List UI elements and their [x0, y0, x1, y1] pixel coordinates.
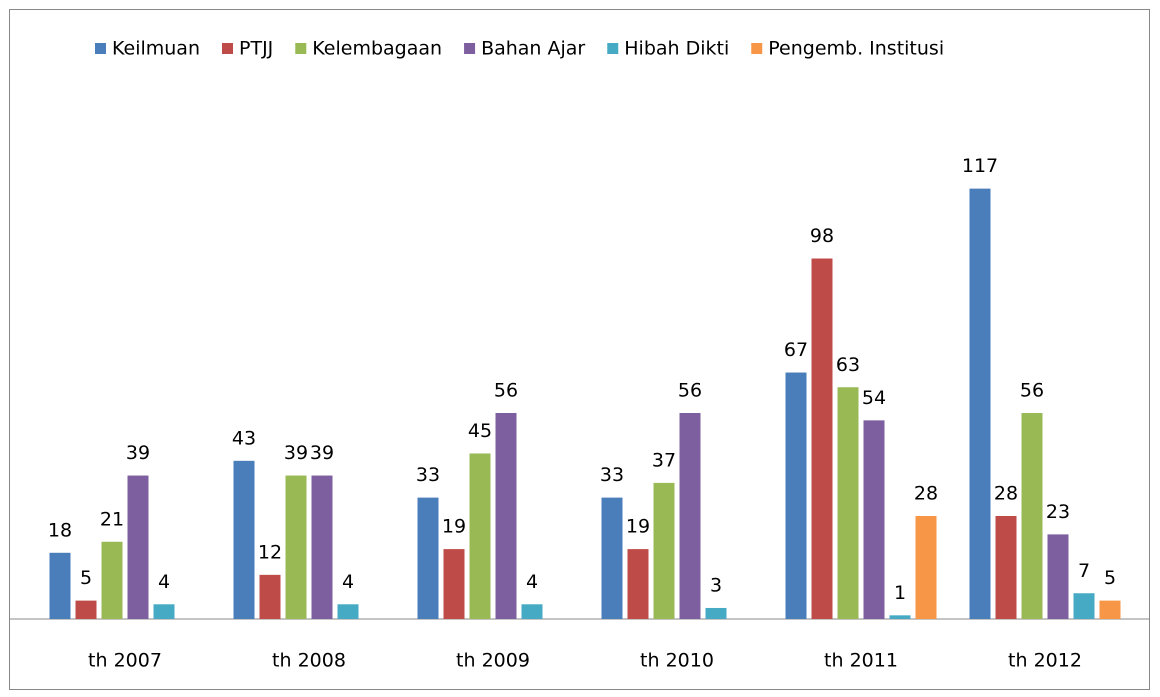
- legend-swatch: [95, 43, 106, 54]
- data-label: 43: [232, 427, 256, 449]
- bar: [1099, 600, 1121, 619]
- data-label: 18: [48, 519, 72, 541]
- data-label: 33: [416, 464, 440, 486]
- data-label: 3: [710, 574, 722, 596]
- data-label: 28: [994, 483, 1018, 505]
- data-label: 39: [310, 442, 334, 464]
- bar: [521, 604, 543, 619]
- x-tick-label: th 2010: [640, 650, 714, 672]
- bar: [837, 387, 859, 619]
- bar: [601, 497, 623, 619]
- bar: [495, 413, 517, 619]
- data-label: 19: [626, 516, 650, 538]
- bar: [785, 372, 807, 619]
- legend-swatch: [751, 43, 763, 54]
- bar: [443, 549, 465, 619]
- bar: [889, 615, 911, 619]
- bar: [153, 604, 175, 619]
- bar: [969, 188, 991, 619]
- bar: [285, 475, 307, 619]
- data-label: 39: [126, 442, 150, 464]
- data-label: 56: [1020, 380, 1044, 402]
- legend-label: Bahan Ajar: [481, 38, 585, 60]
- data-label: 56: [494, 380, 518, 402]
- data-label: 67: [784, 339, 808, 361]
- bar: [863, 420, 885, 619]
- bar: [1047, 534, 1069, 619]
- bar: [995, 516, 1017, 619]
- data-label: 37: [652, 449, 676, 471]
- legend-swatch: [607, 43, 619, 54]
- x-tick-label: th 2007: [88, 650, 162, 672]
- legend-label: PTJJ: [239, 38, 273, 60]
- chart-frame: [9, 9, 1150, 690]
- bar: [915, 516, 937, 619]
- data-label: 23: [1046, 501, 1070, 523]
- bar: [311, 475, 333, 619]
- bar: [1073, 593, 1095, 619]
- data-label: 1: [894, 582, 906, 604]
- legend-swatch: [222, 43, 233, 54]
- data-label: 28: [914, 483, 938, 505]
- data-label: 21: [100, 508, 124, 530]
- data-label: 4: [158, 571, 170, 593]
- x-tick-label: th 2011: [824, 650, 898, 672]
- legend-label: Pengemb. Institusi: [768, 38, 944, 60]
- data-label: 39: [284, 442, 308, 464]
- bar: [705, 607, 727, 619]
- legend-swatch: [464, 43, 476, 54]
- x-tick-label: th 2008: [272, 650, 346, 672]
- data-label: 45: [468, 420, 492, 442]
- bar: [1021, 413, 1043, 619]
- data-label: 54: [862, 387, 886, 409]
- legend-label: Kelembagaan: [312, 38, 442, 60]
- data-label: 4: [526, 571, 538, 593]
- bar: [811, 258, 833, 619]
- data-label: 7: [1078, 560, 1090, 582]
- legend-swatch: [295, 43, 307, 54]
- data-label: 117: [962, 155, 998, 177]
- bar: [101, 541, 123, 619]
- bar: [653, 482, 675, 619]
- bar: [259, 574, 281, 619]
- data-label: 4: [342, 571, 354, 593]
- data-label: 12: [258, 541, 282, 563]
- data-label: 5: [1104, 567, 1116, 589]
- x-tick-label: th 2009: [456, 650, 530, 672]
- bar: [127, 475, 149, 619]
- data-label: 19: [442, 516, 466, 538]
- data-label: 56: [678, 380, 702, 402]
- data-label: 98: [810, 225, 834, 247]
- data-label: 63: [836, 354, 860, 376]
- bar: [627, 549, 649, 619]
- x-tick-label: th 2012: [1008, 650, 1082, 672]
- bar: [469, 453, 491, 619]
- bar: [679, 413, 701, 619]
- legend-label: Hibah Dikti: [624, 38, 729, 60]
- bar: [337, 604, 359, 619]
- data-label: 33: [600, 464, 624, 486]
- bar: [49, 552, 71, 619]
- bar: [417, 497, 439, 619]
- bar: [75, 600, 97, 619]
- legend-label: Keilmuan: [112, 38, 200, 60]
- bar: [233, 460, 255, 619]
- data-label: 5: [80, 567, 92, 589]
